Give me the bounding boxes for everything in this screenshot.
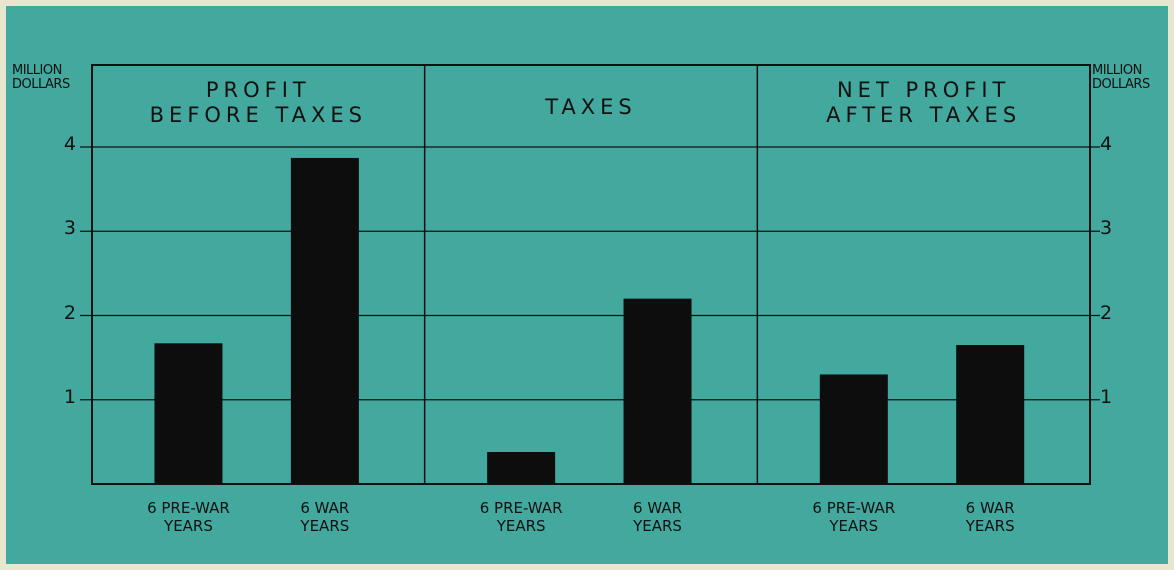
bar <box>819 374 888 484</box>
bar <box>290 157 359 484</box>
y-tick-label: 4 <box>63 133 76 155</box>
panel-title: TAXES <box>545 95 637 119</box>
y-tick-label: 1 <box>1100 385 1113 408</box>
x-tick-label: 6 WAR YEARS <box>633 499 683 535</box>
y-tick-label: 2 <box>1100 301 1113 324</box>
x-tick-label: 6 PRE-WAR YEARS <box>147 499 230 535</box>
x-tick-label: 6 PRE-WAR YEARS <box>812 499 896 535</box>
y-tick-label: 1 <box>63 385 76 408</box>
y-tick-label: 2 <box>63 301 76 324</box>
bar <box>154 343 223 484</box>
bar <box>956 344 1025 484</box>
y-axis-label: MILLION DOLLARS <box>12 63 70 92</box>
x-tick-label: 6 WAR YEARS <box>965 499 1015 535</box>
panel-title: NET PROFIT AFTER TAXES <box>826 78 1022 128</box>
y-tick-label: 3 <box>63 217 76 240</box>
y-tick-label: 3 <box>1100 217 1113 240</box>
bar <box>487 451 556 484</box>
x-tick-label: 6 PRE-WAR YEARS <box>479 499 563 535</box>
panel-title: PROFIT BEFORE TAXES <box>149 78 368 128</box>
bar <box>623 298 692 484</box>
y-tick-label: 4 <box>1100 133 1113 155</box>
frame <box>91 64 1091 485</box>
x-tick-label: 6 WAR YEARS <box>300 499 350 535</box>
y-axis-label: MILLION DOLLARS <box>1092 63 1150 92</box>
